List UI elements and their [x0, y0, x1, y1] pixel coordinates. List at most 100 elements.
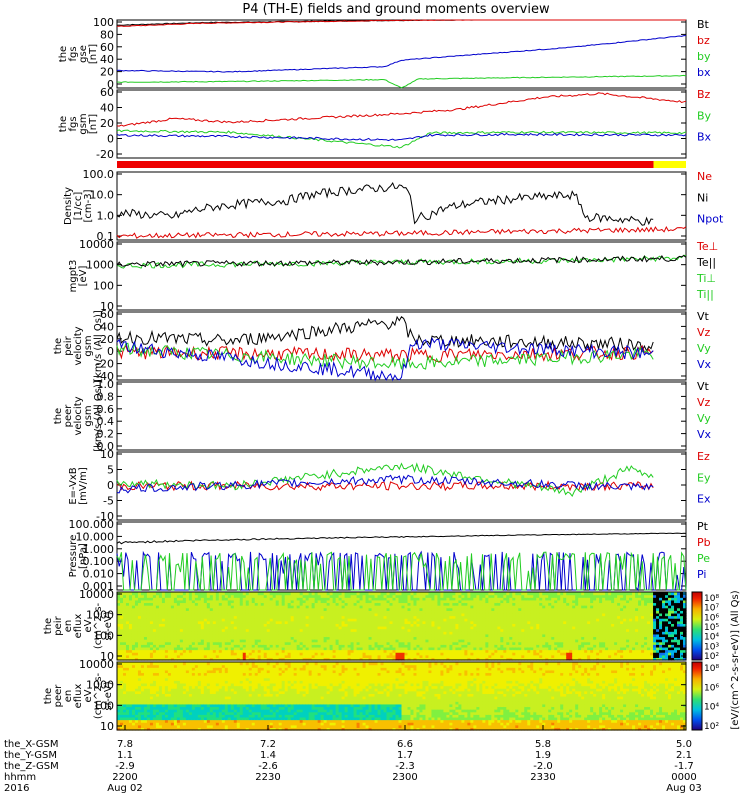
legend-Vt: Vt — [697, 310, 710, 323]
y-tick-label: 100.0 — [83, 168, 115, 181]
y-tick-label: 0.001 — [83, 580, 115, 593]
legend-Pt: Pt — [697, 520, 709, 533]
mode-bar-red — [117, 161, 654, 168]
series-Ex — [116, 474, 654, 494]
y-axis-label: [km/s (All Qs)] — [93, 380, 104, 452]
y-axis-label: fgs — [68, 46, 79, 61]
y-tick-label: 0 — [107, 345, 114, 358]
series-Ne — [116, 226, 687, 239]
panel-peer-velocity: 1.00.80.60.40.20.0 the peer velocity gsm [km/… — [53, 378, 712, 453]
y-tick-label: 100.000 — [69, 518, 115, 531]
colorbar-tick: 10⁷ — [704, 604, 719, 614]
legend-Vx: Vx — [697, 358, 712, 371]
series-Bz — [116, 92, 687, 127]
legend-By: By — [697, 109, 712, 122]
xaxis-value: 1.1 — [117, 750, 133, 761]
series-Pi — [116, 550, 687, 592]
y-tick-label: -5 — [103, 495, 114, 508]
y-axis-label: gsm — [78, 113, 89, 134]
series-bz — [117, 19, 686, 27]
legend-Vz: Vz — [697, 396, 711, 409]
y-axis-label: peir — [63, 335, 74, 355]
legend-Bt: Bt — [697, 18, 710, 31]
legend-Vy: Vy — [697, 412, 711, 425]
y-axis-label: gsm — [83, 335, 94, 356]
y-axis-label: eV — [83, 689, 94, 702]
colorbar-tick: 10⁴ — [704, 633, 719, 643]
y-axis-label: velocity — [73, 326, 84, 365]
xaxis-value: 2230 — [255, 772, 280, 783]
y-axis-label: Density — [63, 187, 74, 225]
panel-mode-bar — [117, 161, 686, 168]
series-bx — [116, 35, 686, 73]
mode-bar-yellow — [653, 161, 686, 168]
legend-Pi: Pi — [697, 568, 706, 581]
colorbar — [691, 661, 703, 731]
xaxis-value: Aug 02 — [107, 783, 142, 794]
y-axis-label: eflux — [73, 684, 84, 709]
series-Ti|| — [116, 254, 687, 269]
xaxis-value: 2330 — [530, 772, 555, 783]
legend-Ti⊥: Ti⊥ — [696, 272, 716, 285]
xaxis-row-label: the_X-GSM — [4, 739, 58, 750]
y-tick-label: 0 — [107, 133, 114, 146]
series-Ni — [116, 181, 654, 226]
y-axis-label: en — [63, 690, 74, 703]
legend-Ni: Ni — [697, 191, 708, 204]
y-axis-label: peer — [63, 404, 74, 428]
y-tick-label: -40 — [96, 370, 114, 383]
panel-frame — [116, 241, 687, 311]
y-axis-label: peer — [53, 684, 64, 708]
y-tick-label: 10 — [100, 448, 114, 461]
y-axis-label: en — [63, 620, 74, 633]
legend-Ne: Ne — [697, 170, 712, 183]
y-axis-label: [eV] — [78, 266, 89, 287]
xaxis-row-label: the_Y-GSM — [4, 750, 57, 761]
y-axis-label: the — [58, 46, 69, 62]
panel-frame — [116, 89, 687, 159]
y-axis-label: [km/s (All Qs)] — [93, 310, 104, 382]
series-Bx — [116, 132, 687, 142]
y-tick-label: 0.6 — [97, 403, 115, 416]
panel-frame — [116, 381, 687, 451]
panel-frame — [116, 19, 687, 89]
legend-Te⊥: Te⊥ — [696, 240, 718, 253]
y-tick-label: 5 — [107, 464, 114, 477]
legend-Bz: Bz — [697, 88, 711, 101]
y-axis-label: fgs — [68, 116, 79, 131]
y-tick-label: 1000 — [86, 259, 114, 272]
y-tick-label: 20 — [100, 333, 114, 346]
legend-Te||: Te|| — [696, 256, 716, 269]
colorbar-tick: 10⁶ — [704, 613, 719, 623]
panel-efield: 10 5 0 -5 -10 E=-VxB [mV/m] Ez Ey Ex — [68, 448, 711, 523]
legend-Ey: Ey — [697, 471, 711, 484]
y-tick-label: 20 — [100, 66, 114, 79]
y-tick-label: 1000 — [86, 679, 114, 692]
xaxis-value: 2200 — [112, 772, 137, 783]
xaxis-value: -2.9 — [115, 761, 135, 772]
xaxis-value: 1.4 — [260, 750, 276, 761]
legend-Vz: Vz — [697, 326, 711, 339]
y-tick-label: 10000 — [79, 658, 114, 671]
y-axis-label: sr-eV) — [103, 611, 114, 640]
legend-Pe: Pe — [697, 552, 710, 565]
y-axis-label: velocity — [73, 396, 84, 435]
legend-Ez: Ez — [697, 450, 710, 463]
legend-Vt: Vt — [697, 380, 710, 393]
y-tick-label: 0.010 — [83, 568, 115, 581]
panel-density: 100.0 10.0 1.0 0.1 Density [1/cc] [cm-3] Ne Ni Np… — [63, 168, 724, 243]
y-tick-label: 40 — [100, 320, 114, 333]
y-tick-label: 1.0 — [97, 209, 115, 222]
xaxis-value: 5.8 — [535, 739, 551, 750]
y-tick-label: 0.100 — [83, 555, 115, 568]
y-tick-label: 80 — [100, 28, 114, 41]
series-Vt — [116, 315, 654, 353]
xaxis-value: 7.8 — [117, 739, 133, 750]
series-Ez — [116, 480, 654, 492]
y-tick-label: 40 — [100, 53, 114, 66]
y-axis-label: the — [53, 338, 64, 354]
y-tick-label: -20 — [96, 358, 114, 371]
legend-by: by — [697, 50, 711, 63]
